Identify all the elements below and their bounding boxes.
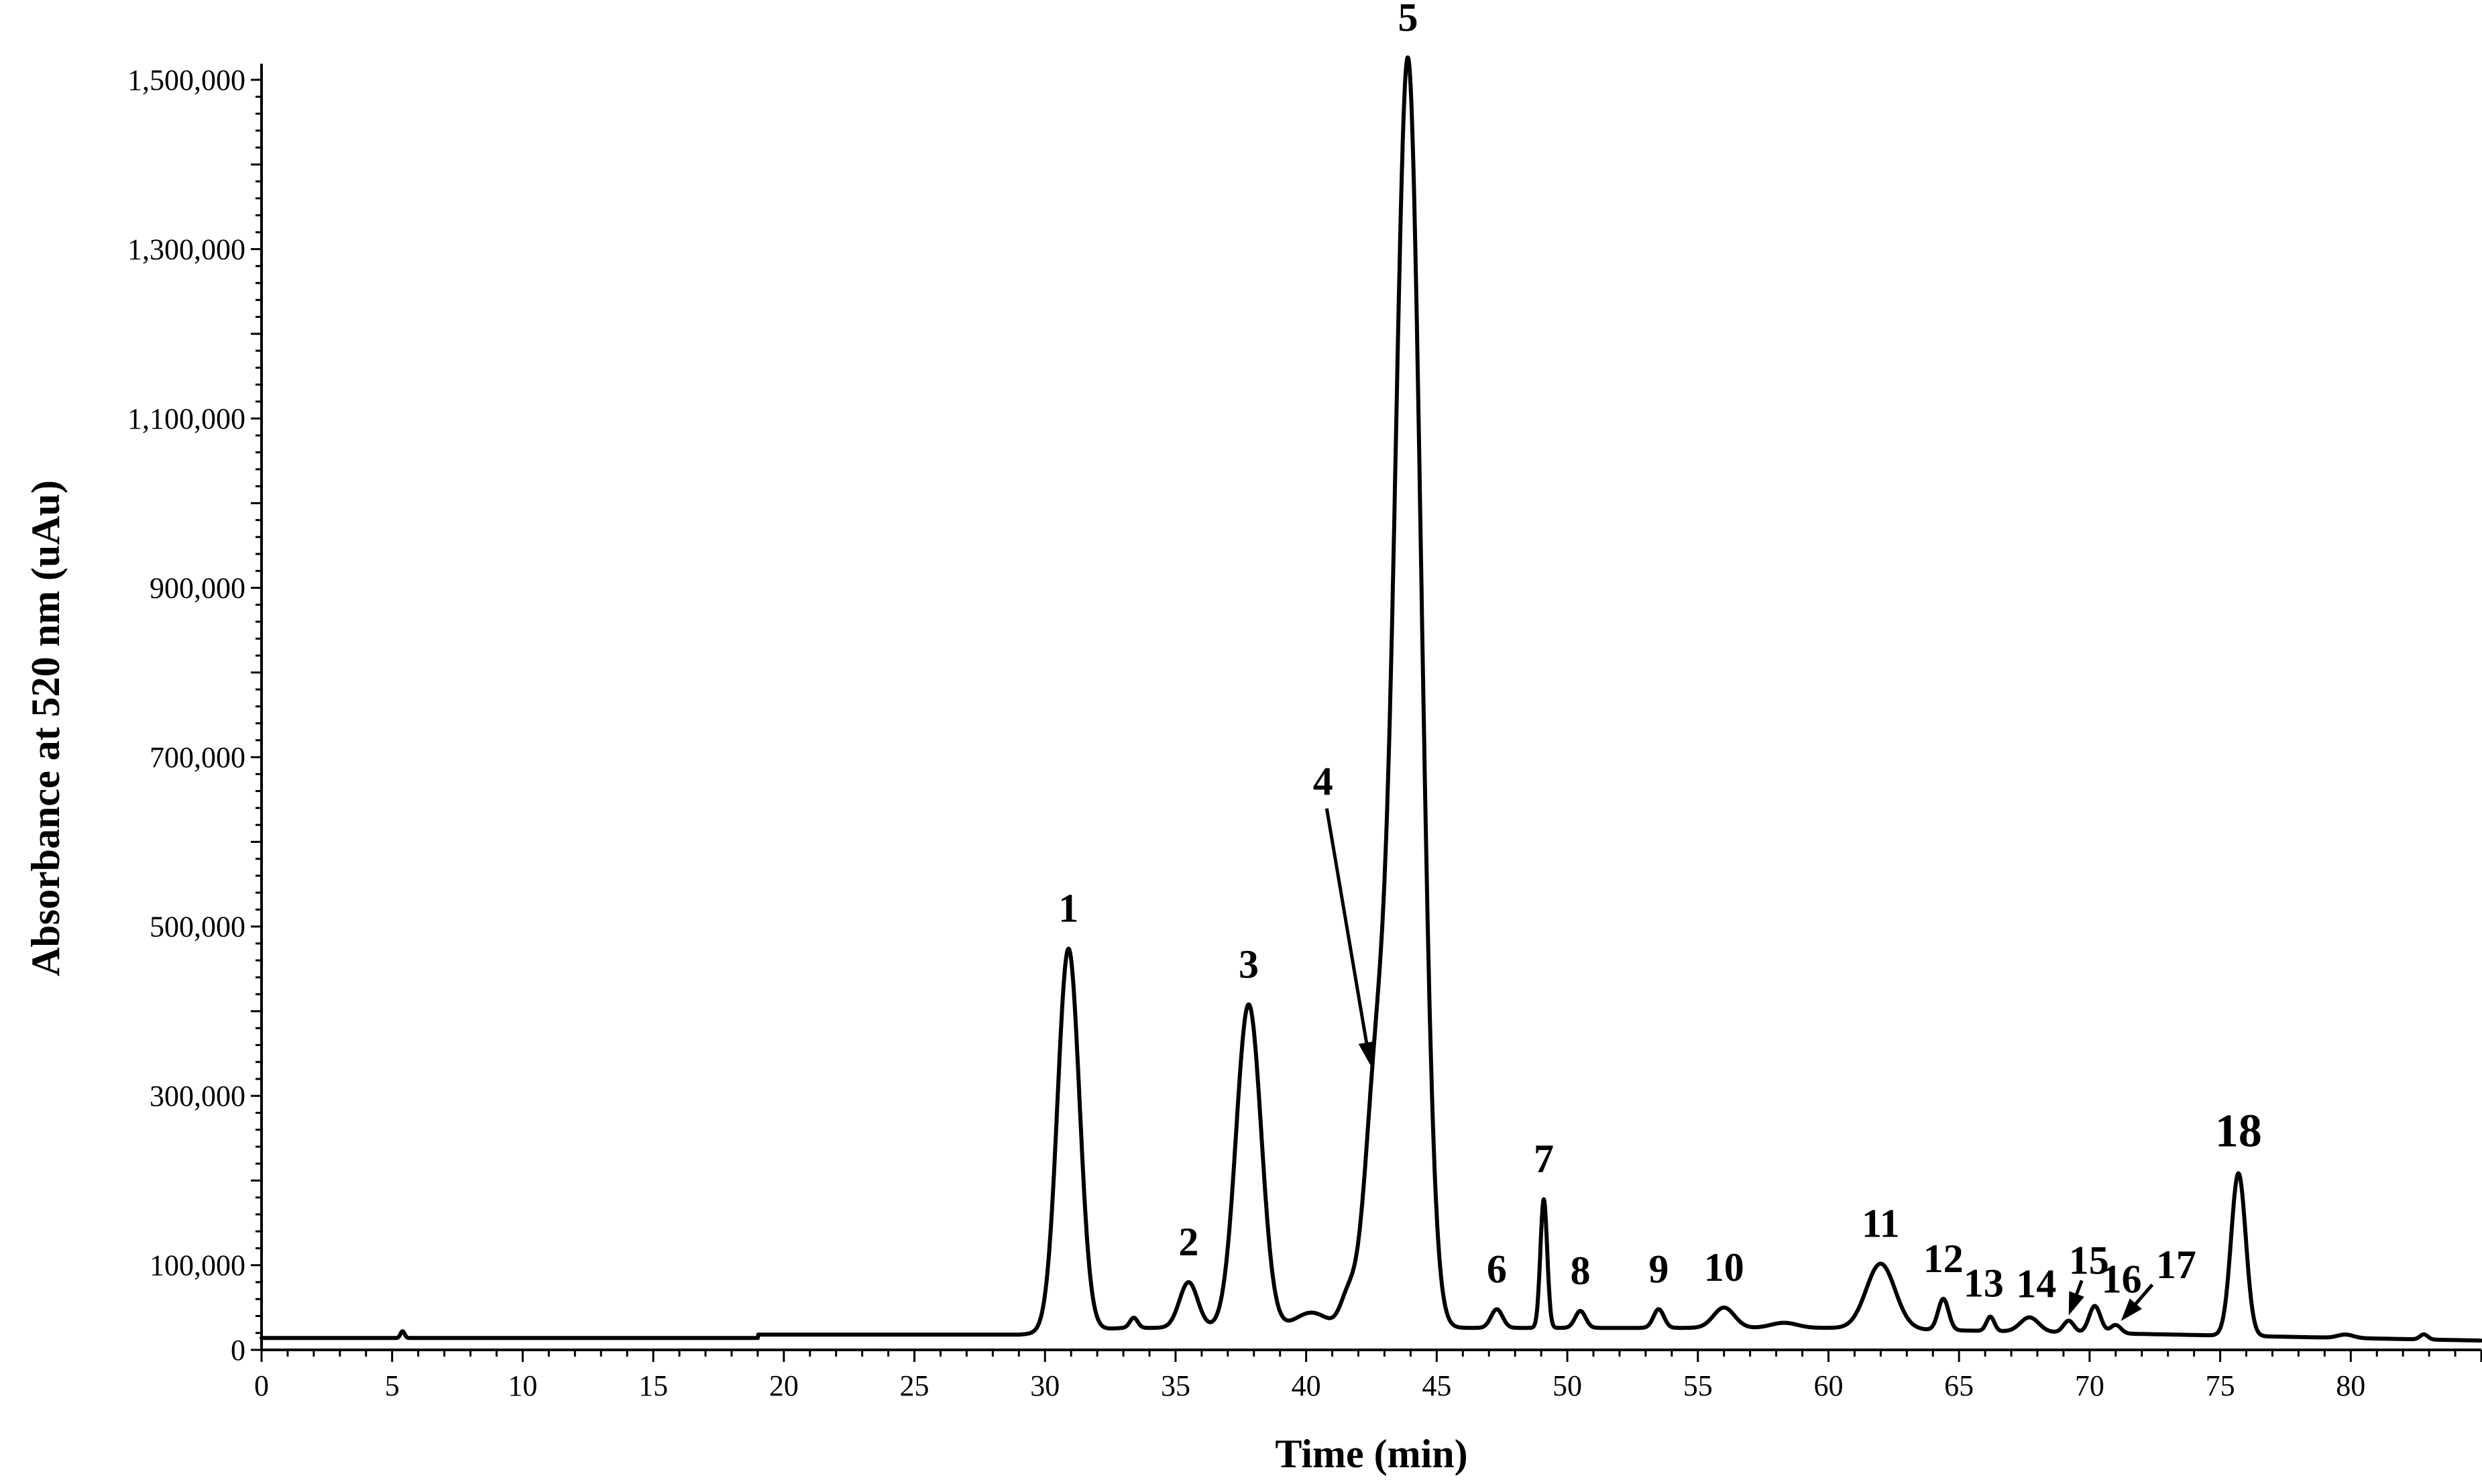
peak-15-arrow: [2068, 1279, 2084, 1316]
x-tick-label: 80: [2336, 1369, 2365, 1402]
peak-label-3: 3: [1239, 942, 1259, 986]
x-tick-label: 55: [1683, 1369, 1713, 1402]
peak-label-10: 10: [1704, 1245, 1744, 1290]
peak-label-9: 9: [1648, 1247, 1669, 1291]
x-tick-label: 30: [1030, 1369, 1060, 1402]
peak-label-4: 4: [1313, 760, 1333, 804]
peak-label-5: 5: [1398, 0, 1418, 40]
peak-label-1: 1: [1058, 887, 1078, 931]
peak-label-13: 13: [1964, 1261, 2004, 1305]
peak-label-11: 11: [1862, 1201, 1900, 1245]
peak-label-6: 6: [1487, 1247, 1507, 1291]
x-tick-label: 75: [2206, 1369, 2235, 1402]
y-tick-label: 500,000: [150, 911, 245, 944]
y-tick-label: 300,000: [150, 1080, 245, 1112]
y-tick-label: 1,100,000: [127, 402, 245, 435]
x-tick-label: 35: [1161, 1369, 1190, 1402]
x-tick-label: 65: [1944, 1369, 1974, 1402]
peak-label-14: 14: [2016, 1262, 2056, 1306]
x-tick-label: 60: [1813, 1369, 1843, 1402]
y-tick-label: 1,300,000: [127, 233, 245, 266]
y-tick-label: 900,000: [150, 572, 245, 605]
y-tick-label: 700,000: [150, 741, 245, 774]
peak-4-arrow: [1324, 808, 1375, 1066]
peak-label-18: 18: [2215, 1106, 2262, 1157]
axes: [260, 64, 2481, 1351]
peak-label-16: 16: [2102, 1257, 2142, 1301]
x-tick-label: 15: [638, 1369, 668, 1402]
chromatogram-trace: [260, 55, 2482, 1343]
x-axis-title: Time (min): [1275, 1432, 1467, 1476]
peak-label-15: 15: [2069, 1238, 2109, 1282]
x-tick-label: 5: [385, 1369, 400, 1402]
x-tick-label: 0: [254, 1369, 269, 1402]
x-tick-label: 50: [1553, 1369, 1582, 1402]
y-tick-label: 1,500,000: [127, 64, 245, 97]
x-tick-label: 25: [900, 1369, 929, 1402]
x-tick-label: 45: [1422, 1369, 1451, 1402]
peak-label-8: 8: [1571, 1249, 1591, 1293]
x-tick-label: 10: [508, 1369, 537, 1402]
x-tick-label: 20: [769, 1369, 799, 1402]
peak-label-12: 12: [1923, 1237, 1964, 1281]
x-tick-label: 70: [2075, 1369, 2104, 1402]
peak-label-17: 17: [2156, 1243, 2196, 1287]
peak-label-7: 7: [1534, 1137, 1554, 1181]
peak-17-arrow: [2121, 1283, 2154, 1321]
y-axis-title: Absorbance at 520 nm (uAu): [23, 480, 68, 976]
peak-label-2: 2: [1178, 1220, 1198, 1264]
axis-ticks: 0 100,000 300,000 500,000 700,000 900,000 1,10…: [127, 64, 2482, 1402]
y-tick-label: 100,000: [150, 1249, 245, 1282]
y-tick-label: 0: [231, 1334, 245, 1367]
x-tick-label: 40: [1292, 1369, 1321, 1402]
